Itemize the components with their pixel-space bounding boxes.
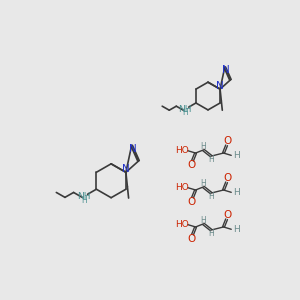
Text: O: O bbox=[188, 233, 196, 244]
Text: H: H bbox=[233, 225, 240, 234]
Text: N: N bbox=[122, 164, 130, 174]
Text: N: N bbox=[222, 65, 230, 75]
Text: HO: HO bbox=[175, 183, 188, 192]
Text: O: O bbox=[188, 196, 196, 206]
Text: H: H bbox=[200, 142, 206, 151]
Text: O: O bbox=[223, 173, 232, 184]
Text: NH: NH bbox=[77, 192, 91, 201]
Text: NH: NH bbox=[178, 104, 192, 113]
Text: H: H bbox=[233, 151, 240, 160]
Text: H: H bbox=[208, 230, 214, 238]
Text: H: H bbox=[182, 108, 188, 117]
Text: H: H bbox=[208, 192, 214, 201]
Text: O: O bbox=[223, 136, 232, 146]
Text: O: O bbox=[223, 210, 232, 220]
Text: H: H bbox=[200, 215, 206, 224]
Text: N: N bbox=[128, 144, 136, 154]
Text: HO: HO bbox=[175, 146, 188, 155]
Text: H: H bbox=[233, 188, 240, 197]
Text: HO: HO bbox=[175, 220, 188, 229]
Text: H: H bbox=[200, 178, 206, 188]
Text: O: O bbox=[188, 160, 196, 170]
Text: H: H bbox=[208, 155, 214, 164]
Text: H: H bbox=[81, 196, 87, 205]
Text: N: N bbox=[216, 81, 224, 91]
